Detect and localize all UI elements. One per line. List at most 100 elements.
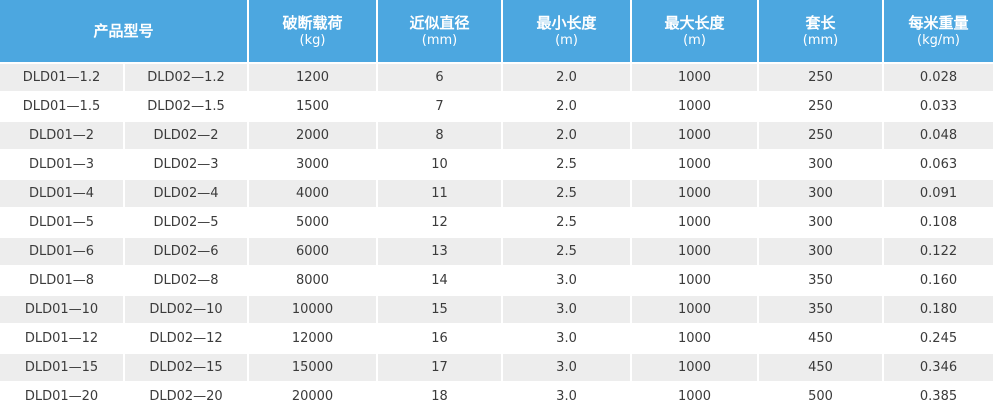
cell-model-dld01: DLD01—20 xyxy=(0,382,125,412)
cell-max-length: 1000 xyxy=(631,382,760,412)
cell-sleeve-length: 300 xyxy=(758,237,885,267)
cell-model-dld01: DLD01—15 xyxy=(0,353,125,383)
cell-sleeve-length: 300 xyxy=(758,150,885,180)
cell-max-length: 1000 xyxy=(631,179,760,209)
header-label: 每米重量 xyxy=(908,13,969,32)
cell-model-dld02: DLD02—1.5 xyxy=(124,92,250,122)
cell-model-dld02: DLD02—10 xyxy=(124,295,250,325)
cell-diameter: 10 xyxy=(377,150,504,180)
cell-min-length: 3.0 xyxy=(502,353,633,383)
table-row: DLD01—6 DLD02—6 6000 13 2.5 1000 300 0.122 xyxy=(0,237,993,267)
cell-max-length: 1000 xyxy=(631,121,760,151)
cell-sleeve-length: 450 xyxy=(758,324,885,354)
table-row: DLD01—1.2 DLD02—1.2 1200 6 2.0 1000 250 0.028 xyxy=(0,63,993,93)
cell-sleeve-length: 300 xyxy=(758,179,885,209)
cell-min-length: 2.5 xyxy=(502,179,633,209)
cell-min-length: 3.0 xyxy=(502,266,633,296)
cell-diameter: 11 xyxy=(377,179,504,209)
cell-max-length: 1000 xyxy=(631,266,760,296)
cell-model-dld01: DLD01—3 xyxy=(0,150,125,180)
cell-min-length: 2.5 xyxy=(502,150,633,180)
cell-diameter: 14 xyxy=(377,266,504,296)
cell-sleeve-length: 250 xyxy=(758,63,885,93)
cell-breaking-load: 2000 xyxy=(248,121,379,151)
cell-diameter: 8 xyxy=(377,121,504,151)
cell-sleeve-length: 500 xyxy=(758,382,885,412)
table-row: DLD01—20 DLD02—20 20000 18 3.0 1000 500 0.385 xyxy=(0,382,993,412)
header-sleeve-length: 套长 (mm) xyxy=(758,0,885,64)
table-row: DLD01—12 DLD02—12 12000 16 3.0 1000 450 0.245 xyxy=(0,324,993,354)
cell-min-length: 2.5 xyxy=(502,208,633,238)
cell-breaking-load: 1200 xyxy=(248,63,379,93)
cell-max-length: 1000 xyxy=(631,92,760,122)
header-label: 最小长度 xyxy=(536,13,597,32)
cell-model-dld02: DLD02—4 xyxy=(124,179,250,209)
cell-model-dld01: DLD01—8 xyxy=(0,266,125,296)
cell-weight-per-meter: 0.346 xyxy=(883,353,993,383)
cell-model-dld02: DLD02—6 xyxy=(124,237,250,267)
cell-breaking-load: 20000 xyxy=(248,382,379,412)
cell-breaking-load: 5000 xyxy=(248,208,379,238)
header-min-length: 最小长度 (m) xyxy=(502,0,633,64)
cell-breaking-load: 4000 xyxy=(248,179,379,209)
cell-sleeve-length: 450 xyxy=(758,353,885,383)
cell-model-dld01: DLD01—6 xyxy=(0,237,125,267)
cell-max-length: 1000 xyxy=(631,63,760,93)
cell-max-length: 1000 xyxy=(631,208,760,238)
header-model: 产品型号 xyxy=(0,0,250,64)
cell-breaking-load: 8000 xyxy=(248,266,379,296)
header-unit: (kg/m) xyxy=(917,32,960,48)
cell-sleeve-length: 250 xyxy=(758,92,885,122)
cell-diameter: 12 xyxy=(377,208,504,238)
cell-sleeve-length: 250 xyxy=(758,121,885,151)
cell-breaking-load: 3000 xyxy=(248,150,379,180)
cell-model-dld02: DLD02—5 xyxy=(124,208,250,238)
table-body: DLD01—1.2 DLD02—1.2 1200 6 2.0 1000 250 0.028 DL… xyxy=(0,63,993,412)
cell-breaking-load: 10000 xyxy=(248,295,379,325)
header-label: 破断载荷 xyxy=(282,13,343,32)
cell-min-length: 3.0 xyxy=(502,382,633,412)
cell-model-dld01: DLD01—10 xyxy=(0,295,125,325)
cell-diameter: 13 xyxy=(377,237,504,267)
table-row: DLD01—4 DLD02—4 4000 11 2.5 1000 300 0.091 xyxy=(0,179,993,209)
cell-diameter: 18 xyxy=(377,382,504,412)
cell-weight-per-meter: 0.385 xyxy=(883,382,993,412)
header-unit: (mm) xyxy=(802,32,839,48)
cell-diameter: 16 xyxy=(377,324,504,354)
cell-sleeve-length: 300 xyxy=(758,208,885,238)
cell-diameter: 7 xyxy=(377,92,504,122)
table-row: DLD01—10 DLD02—10 10000 15 3.0 1000 350 0.180 xyxy=(0,295,993,325)
cell-weight-per-meter: 0.180 xyxy=(883,295,993,325)
cell-diameter: 15 xyxy=(377,295,504,325)
cell-min-length: 2.5 xyxy=(502,237,633,267)
cell-weight-per-meter: 0.063 xyxy=(883,150,993,180)
cell-model-dld02: DLD02—3 xyxy=(124,150,250,180)
cell-weight-per-meter: 0.028 xyxy=(883,63,993,93)
cell-breaking-load: 1500 xyxy=(248,92,379,122)
header-diameter: 近似直径 (mm) xyxy=(377,0,504,64)
cell-diameter: 6 xyxy=(377,63,504,93)
cell-weight-per-meter: 0.122 xyxy=(883,237,993,267)
header-label: 套长 xyxy=(805,13,836,32)
cell-model-dld01: DLD01—1.2 xyxy=(0,63,125,93)
header-unit: (m) xyxy=(683,32,706,48)
table-header-row: 产品型号 破断载荷 (kg) 近似直径 (mm) 最小长度 (m) 最大长度 (… xyxy=(0,0,993,64)
cell-breaking-load: 15000 xyxy=(248,353,379,383)
cell-model-dld02: DLD02—2 xyxy=(124,121,250,151)
header-breaking-load: 破断载荷 (kg) xyxy=(248,0,379,64)
cell-min-length: 3.0 xyxy=(502,295,633,325)
header-unit: (kg) xyxy=(299,32,326,48)
cell-max-length: 1000 xyxy=(631,295,760,325)
cell-model-dld01: DLD01—1.5 xyxy=(0,92,125,122)
cell-max-length: 1000 xyxy=(631,353,760,383)
cell-model-dld02: DLD02—8 xyxy=(124,266,250,296)
cell-breaking-load: 12000 xyxy=(248,324,379,354)
cell-weight-per-meter: 0.091 xyxy=(883,179,993,209)
header-max-length: 最大长度 (m) xyxy=(631,0,760,64)
cell-breaking-load: 6000 xyxy=(248,237,379,267)
header-unit: (m) xyxy=(555,32,578,48)
table-row: DLD01—5 DLD02—5 5000 12 2.5 1000 300 0.108 xyxy=(0,208,993,238)
cell-model-dld02: DLD02—12 xyxy=(124,324,250,354)
header-weight-per-meter: 每米重量 (kg/m) xyxy=(883,0,993,64)
table-row: DLD01—8 DLD02—8 8000 14 3.0 1000 350 0.160 xyxy=(0,266,993,296)
